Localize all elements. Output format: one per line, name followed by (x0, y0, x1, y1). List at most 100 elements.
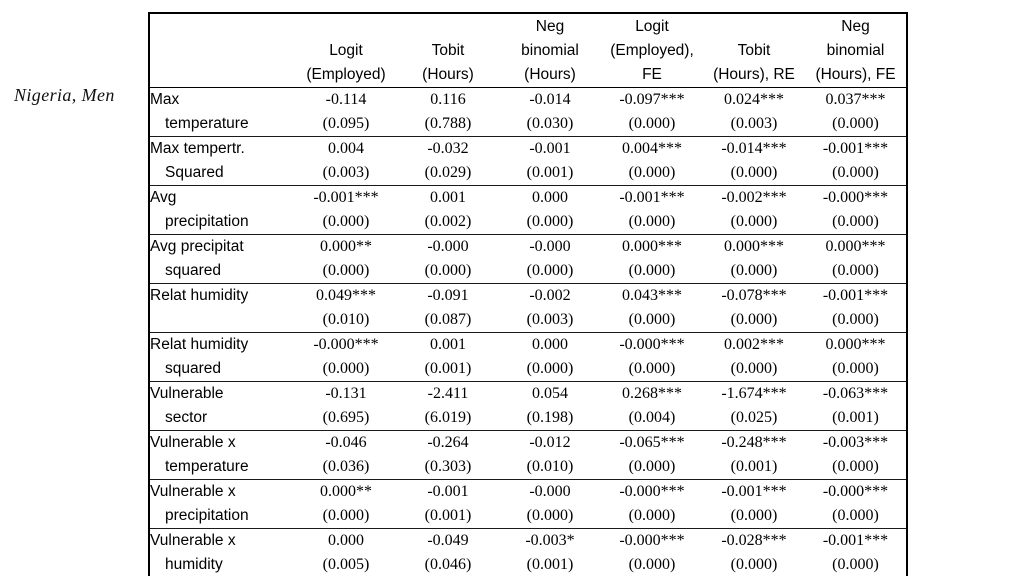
coef-cell-vulnerable-x-temperature-tobit-hours-re: -0.248*** (703, 430, 805, 455)
coef-cell-vulnerable-x-humidity-negbin-hours: -0.003* (499, 528, 601, 553)
se-cell-avg-precipitation-squared-tobit-hours: (0.000) (424, 262, 472, 279)
coef-cell-vulnerable-x-temperature-logit-employed-fe: -0.065*** (601, 430, 703, 455)
se-cell-vulnerable-x-precipitation-logit-employed: (0.000) (322, 507, 370, 524)
coef-cell-avg-precipitation-squared-negbin-hours: -0.000 (499, 234, 601, 259)
coef-cell-relat-humidity-squared-logit-employed: -0.000*** (295, 332, 397, 357)
coef-cell-avg-precipitation-squared-negbin-hours-fe: 0.000*** (805, 234, 907, 259)
coef-cell-relat-humidity-squared-tobit-hours-re: 0.002*** (703, 332, 805, 357)
coef-cell-avg-precipitation-logit-employed-fe: -0.001*** (601, 185, 703, 210)
coef-cell-relat-humidity-logit-employed-fe: 0.043*** (601, 283, 703, 308)
coef-cell-vulnerable-x-precipitation-tobit-hours-re: -0.001*** (703, 479, 805, 504)
coef-cell-max-temperature-tobit-hours-re: 0.024*** (703, 87, 805, 112)
se-cell-max-temperature-squared-tobit-hours: (0.029) (424, 164, 472, 181)
se-cell-max-temperature-squared-negbin-hours: (0.001) (526, 164, 574, 181)
row-vulnerable-sector-coef: Vulnerable -0.131 -2.411 0.054 0.268*** -1.67… (149, 381, 907, 406)
se-cell-vulnerable-x-precipitation-negbin-hours: (0.000) (526, 507, 574, 524)
variable-label-line2: squared (165, 360, 222, 377)
row-relat-humidity-squared-coef: Relat humidity -0.000*** 0.001 0.000 -0.000*… (149, 332, 907, 357)
coef-cell-vulnerable-x-precipitation-negbin-hours: -0.000 (499, 479, 601, 504)
se-cell-avg-precipitation-negbin-hours-fe: (0.000) (832, 213, 879, 230)
se-cell-vulnerable-x-temperature-logit-employed-fe: (0.000) (628, 458, 676, 475)
se-cell-relat-humidity-squared-tobit-hours: (0.001) (424, 360, 472, 377)
se-cell-vulnerable-x-precipitation-negbin-hours-fe: (0.000) (832, 507, 879, 524)
variable-label-line1: Relat humidity (149, 332, 295, 357)
se-cell-vulnerable-x-humidity-logit-employed-fe: (0.000) (628, 556, 676, 573)
se-cell-vulnerable-sector-logit-employed-fe: (0.004) (628, 409, 676, 426)
se-cell-max-temperature-logit-employed-fe: (0.000) (628, 115, 676, 132)
se-cell-avg-precipitation-negbin-hours: (0.000) (526, 213, 574, 230)
se-cell-vulnerable-sector-logit-employed: (0.695) (322, 409, 370, 426)
se-cell-vulnerable-x-temperature-tobit-hours: (0.303) (424, 458, 472, 475)
coef-cell-avg-precipitation-tobit-hours: 0.001 (397, 185, 499, 210)
coef-cell-relat-humidity-negbin-hours-fe: -0.001*** (805, 283, 907, 308)
variable-label-line1: Vulnerable x (149, 528, 295, 553)
se-cell-vulnerable-x-precipitation-tobit-hours-re: (0.000) (730, 507, 778, 524)
row-relat-humidity-se: (0.010) (0.087) (0.003) (0.000) (0.000) (0.00… (149, 308, 907, 333)
se-cell-max-temperature-squared-tobit-hours-re: (0.000) (730, 164, 778, 181)
section-label: Nigeria, Men (14, 85, 115, 105)
variable-label-line1: Vulnerable (149, 381, 295, 406)
column-header-negbin-hours: Neg binomial (Hours) (499, 13, 601, 88)
variable-label-line1: Avg precipitat (149, 234, 295, 259)
table-header: Logit (Employed) Tobit (Hours) Neg binomia… (149, 13, 907, 88)
coef-cell-vulnerable-x-temperature-tobit-hours: -0.264 (397, 430, 499, 455)
se-cell-vulnerable-x-humidity-tobit-hours-re: (0.000) (730, 556, 778, 573)
se-cell-max-temperature-tobit-hours-re: (0.003) (730, 115, 778, 132)
column-header-logit-employed: Logit (Employed) (295, 13, 397, 88)
variable-label-line1: Vulnerable x (149, 479, 295, 504)
row-vulnerable-x-temperature-coef: Vulnerable x -0.046 -0.264 -0.012 -0.065*** -… (149, 430, 907, 455)
coef-cell-max-temperature-squared-negbin-hours: -0.001 (499, 136, 601, 161)
variable-column-header (149, 13, 295, 88)
se-cell-relat-humidity-negbin-hours: (0.003) (526, 311, 574, 328)
coef-cell-vulnerable-sector-negbin-hours: 0.054 (499, 381, 601, 406)
coef-cell-vulnerable-sector-negbin-hours-fe: -0.063*** (805, 381, 907, 406)
se-cell-relat-humidity-tobit-hours-re: (0.000) (730, 311, 778, 328)
row-avg-precipitation-squared-coef: Avg precipitat 0.000** -0.000 -0.000 0.000**… (149, 234, 907, 259)
results-table: Logit (Employed) Tobit (Hours) Neg binomia… (148, 12, 908, 576)
variable-label-line2: precipitation (165, 213, 249, 230)
coef-cell-vulnerable-x-temperature-negbin-hours: -0.012 (499, 430, 601, 455)
column-header-negbin-hours-fe: Neg binomial (Hours), FE (805, 13, 907, 88)
se-cell-relat-humidity-logit-employed: (0.010) (322, 311, 370, 328)
se-cell-max-temperature-negbin-hours: (0.030) (526, 115, 574, 132)
variable-label-line2: squared (165, 262, 222, 279)
coef-cell-relat-humidity-tobit-hours-re: -0.078*** (703, 283, 805, 308)
coef-cell-relat-humidity-squared-negbin-hours: 0.000 (499, 332, 601, 357)
coef-cell-relat-humidity-squared-logit-employed-fe: -0.000*** (601, 332, 703, 357)
header-row: Logit (Employed) Tobit (Hours) Neg binomia… (149, 13, 907, 88)
se-cell-avg-precipitation-squared-tobit-hours-re: (0.000) (730, 262, 778, 279)
coef-cell-vulnerable-x-humidity-logit-employed-fe: -0.000*** (601, 528, 703, 553)
se-cell-avg-precipitation-squared-negbin-hours-fe: (0.000) (832, 262, 879, 279)
coef-cell-relat-humidity-squared-tobit-hours: 0.001 (397, 332, 499, 357)
coef-cell-vulnerable-x-humidity-tobit-hours: -0.049 (397, 528, 499, 553)
se-cell-avg-precipitation-tobit-hours: (0.002) (424, 213, 472, 230)
coef-cell-vulnerable-sector-logit-employed-fe: 0.268*** (601, 381, 703, 406)
coef-cell-avg-precipitation-logit-employed: -0.001*** (295, 185, 397, 210)
coef-cell-avg-precipitation-squared-tobit-hours: -0.000 (397, 234, 499, 259)
coef-cell-vulnerable-x-humidity-logit-employed: 0.000 (295, 528, 397, 553)
se-cell-vulnerable-x-humidity-tobit-hours: (0.046) (424, 556, 472, 573)
se-cell-relat-humidity-squared-logit-employed: (0.000) (322, 360, 370, 377)
variable-label-line2: precipitation (165, 507, 249, 524)
coef-cell-vulnerable-x-temperature-negbin-hours-fe: -0.003*** (805, 430, 907, 455)
row-vulnerable-x-humidity-se: humidity (0.005) (0.046) (0.001) (0.000) (0.0… (149, 553, 907, 576)
coef-cell-avg-precipitation-squared-tobit-hours-re: 0.000*** (703, 234, 805, 259)
se-cell-vulnerable-sector-negbin-hours: (0.198) (526, 409, 574, 426)
se-cell-avg-precipitation-tobit-hours-re: (0.000) (730, 213, 778, 230)
se-cell-vulnerable-sector-negbin-hours-fe: (0.001) (832, 409, 879, 426)
coef-cell-max-temperature-logit-employed-fe: -0.097*** (601, 87, 703, 112)
variable-label-line2 (149, 308, 295, 333)
coef-cell-max-temperature-negbin-hours-fe: 0.037*** (805, 87, 907, 112)
coef-cell-avg-precipitation-tobit-hours-re: -0.002*** (703, 185, 805, 210)
coef-cell-vulnerable-x-temperature-logit-employed: -0.046 (295, 430, 397, 455)
se-cell-relat-humidity-tobit-hours: (0.087) (424, 311, 472, 328)
row-vulnerable-sector-se: sector (0.695) (6.019) (0.198) (0.004) (0.025… (149, 406, 907, 431)
se-cell-vulnerable-x-humidity-negbin-hours-fe: (0.000) (832, 556, 879, 573)
row-relat-humidity-squared-se: squared (0.000) (0.001) (0.000) (0.000) (0.00… (149, 357, 907, 382)
variable-label-line1: Avg (149, 185, 295, 210)
se-cell-max-temperature-squared-logit-employed: (0.003) (322, 164, 370, 181)
se-cell-relat-humidity-logit-employed-fe: (0.000) (628, 311, 676, 328)
coef-cell-max-temperature-squared-logit-employed: 0.004 (295, 136, 397, 161)
variable-label-line2: temperature (165, 115, 249, 132)
se-cell-relat-humidity-squared-logit-employed-fe: (0.000) (628, 360, 676, 377)
